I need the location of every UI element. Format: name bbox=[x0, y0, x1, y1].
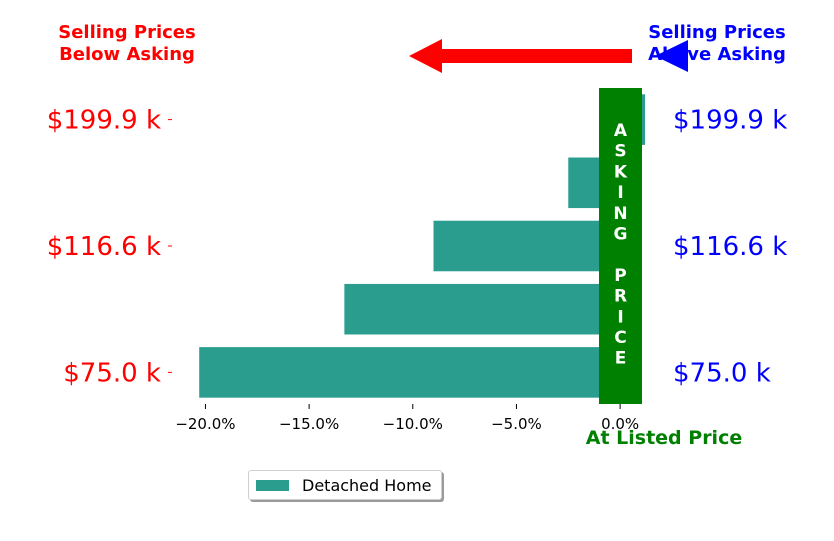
asking-letter-5: G bbox=[614, 225, 628, 245]
x-tick-label-0: −20.0% bbox=[175, 415, 235, 433]
asking-price-band bbox=[599, 88, 642, 404]
asking-letter-9: I bbox=[617, 307, 623, 327]
x-tick-label-4: 0.0% bbox=[601, 415, 639, 433]
asking-letter-11: E bbox=[615, 349, 627, 369]
left-price-label-0: $75.0 k bbox=[63, 358, 161, 388]
asking-letter-4: N bbox=[613, 204, 627, 224]
asking-letter-7: P bbox=[614, 266, 626, 286]
above-arrow-icon bbox=[655, 40, 688, 72]
at-listed-price-label: At Listed Price bbox=[586, 427, 742, 449]
bar-2 bbox=[433, 220, 621, 272]
left-price-label-2: $199.9 k bbox=[47, 106, 161, 136]
right-price-label-1: $116.6 k bbox=[673, 232, 787, 262]
left-price-label-1: $116.6 k bbox=[47, 232, 161, 262]
below-arrow-icon bbox=[409, 39, 632, 73]
below-asking-title-line2: Below Asking bbox=[59, 44, 195, 65]
asking-letter-2: K bbox=[614, 162, 628, 182]
x-tick-label-1: −15.0% bbox=[279, 415, 339, 433]
asking-letter-8: R bbox=[614, 287, 627, 307]
asking-letter-10: C bbox=[614, 328, 626, 348]
asking-letter-1: S bbox=[614, 142, 626, 162]
legend-swatch bbox=[256, 480, 289, 491]
right-price-label-0: $75.0 k bbox=[673, 358, 771, 388]
below-asking-title-line1: Selling Prices bbox=[58, 22, 195, 43]
legend-label: Detached Home bbox=[302, 476, 432, 495]
bar-1 bbox=[344, 283, 621, 335]
right-price-label-2: $199.9 k bbox=[673, 106, 787, 136]
x-tick-label-2: −10.0% bbox=[383, 415, 443, 433]
above-asking-title-line1: Selling Prices bbox=[648, 22, 785, 43]
x-tick-label-3: −5.0% bbox=[491, 415, 542, 433]
legend: Detached Home bbox=[248, 470, 442, 500]
bar-0 bbox=[199, 347, 621, 398]
asking-letter-0: A bbox=[614, 121, 628, 141]
asking-letter-3: I bbox=[617, 183, 623, 203]
